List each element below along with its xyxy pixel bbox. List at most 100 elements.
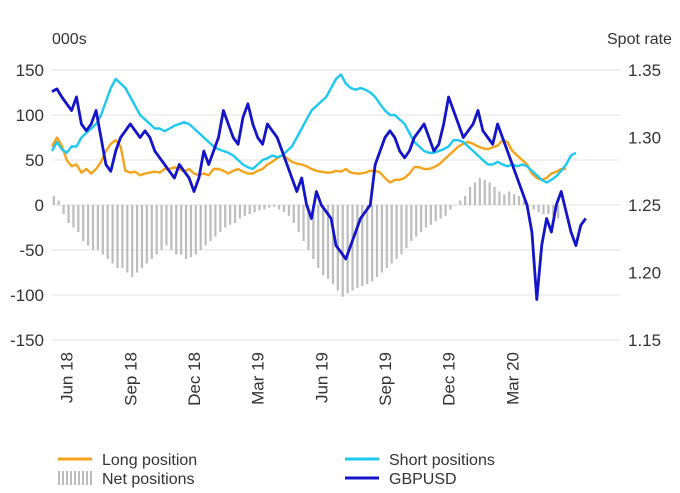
left-axis-tick-label: -150	[10, 331, 44, 350]
net-position-bar	[557, 205, 560, 219]
net-position-bar	[468, 187, 472, 205]
net-position-bar	[184, 205, 188, 259]
net-position-bar	[248, 205, 251, 214]
x-axis-tick-label: Jun 18	[58, 352, 77, 403]
net-position-bar	[160, 205, 163, 250]
net-position-bar	[473, 182, 477, 205]
net-position-bar	[547, 205, 550, 214]
x-axis-tick-label: Mar 19	[249, 352, 268, 405]
net-position-bar	[395, 205, 398, 259]
net-position-bar	[405, 205, 408, 249]
short-series-line	[50, 73, 577, 184]
net-position-bar	[52, 196, 55, 205]
net-position-bar	[527, 205, 530, 206]
net-position-bar	[297, 205, 300, 232]
x-axis-tick-label: Dec 18	[185, 352, 204, 406]
net-position-bar	[537, 205, 540, 213]
net-position-bar	[366, 205, 369, 285]
net-position-bar	[434, 205, 437, 222]
net-position-bar	[219, 205, 222, 232]
net-position-bar	[385, 205, 388, 268]
legend-long-label: Long position	[102, 452, 197, 469]
net-position-bar	[57, 200, 60, 205]
net-position-bar	[478, 178, 481, 205]
axes: 150 100 50 0 -50 -100 -150 1.35 1.30 1.25 1.20 1.15…	[10, 61, 661, 406]
net-position-bar	[87, 205, 90, 246]
net-position-bar	[180, 205, 183, 255]
net-position-bar	[454, 205, 457, 206]
net-position-bar	[351, 205, 354, 291]
legend-net-swatch	[62, 471, 64, 485]
right-axis-tick-label: 1.20	[628, 264, 661, 283]
legend-net-label: Net positions	[102, 471, 195, 488]
net-position-bar	[483, 179, 486, 205]
net-position-bar	[199, 205, 202, 250]
net-position-bar	[77, 205, 80, 232]
net-position-bar	[263, 205, 266, 210]
net-position-bar	[135, 205, 139, 273]
legend-net-swatch	[86, 471, 88, 485]
net-position-bar	[503, 194, 506, 205]
left-axis-unit: 000s	[52, 31, 87, 48]
net-position-bar	[268, 205, 271, 208]
net-position-bar	[224, 205, 227, 228]
net-position-bar	[498, 191, 501, 205]
legend-net-swatch	[74, 471, 76, 485]
net-position-bar	[322, 205, 325, 276]
legend-net-swatch	[66, 471, 68, 485]
net-position-bar	[449, 205, 452, 210]
x-axis-tick-label: Jun 19	[312, 352, 331, 403]
net-position-bar	[258, 205, 261, 211]
x-axis-tick-label: Sep 19	[376, 352, 395, 406]
net-position-bar	[371, 205, 374, 282]
net-position-bar	[111, 205, 114, 264]
net-position-bar	[165, 205, 168, 246]
right-axis-tick-label: 1.15	[628, 331, 661, 350]
left-axis-tick-label: -100	[10, 286, 44, 305]
legend-short-label: Short positions	[389, 452, 495, 469]
net-position-bar	[155, 205, 158, 255]
net-position-bar	[67, 205, 70, 223]
left-axis-tick-label: 100	[16, 106, 44, 125]
net-position-bar	[121, 205, 124, 268]
net-position-bar	[82, 205, 85, 241]
legend-net-swatch	[70, 471, 72, 485]
net-position-bar	[513, 194, 516, 205]
net-position-bar	[209, 205, 212, 241]
net-position-bar	[410, 205, 413, 241]
net-position-bar	[282, 205, 286, 213]
net-position-bar	[488, 182, 491, 205]
right-axis-tick-label: 1.30	[628, 129, 661, 148]
net-position-bar	[150, 205, 153, 259]
net-position-bar	[464, 196, 467, 205]
net-position-bar	[552, 205, 555, 216]
net-position-bar	[277, 205, 281, 210]
legend: Long position Short positions Net position…	[58, 452, 495, 488]
net-position-bar	[331, 205, 335, 285]
net-position-bar	[380, 205, 384, 273]
net-position-bar	[170, 205, 173, 250]
net-position-bar	[459, 200, 462, 205]
net-position-bar	[204, 205, 207, 246]
net-position-bar	[493, 187, 496, 205]
legend-net-swatch	[82, 471, 84, 485]
net-position-bar	[302, 205, 305, 241]
left-axis-tick-label: 50	[25, 151, 44, 170]
net-position-bar	[106, 205, 109, 259]
series-lines	[50, 73, 587, 301]
left-axis-tick-label: 150	[16, 61, 44, 80]
net-position-bar	[326, 205, 330, 279]
net-position-bar	[361, 205, 364, 286]
net-position-bar	[317, 205, 320, 268]
net-position-bar	[96, 205, 100, 250]
legend-gbpusd-label: GBPUSD	[389, 471, 457, 488]
legend-net-swatch	[90, 471, 92, 485]
net-position-bar	[522, 200, 526, 205]
net-position-bar	[287, 205, 290, 216]
net-position-bar	[508, 191, 511, 205]
net-position-bar	[517, 196, 521, 205]
left-axis-tick-label: 0	[35, 196, 44, 215]
left-axis-tick-label: -50	[19, 241, 44, 260]
right-axis-unit: Spot rate	[607, 31, 672, 48]
